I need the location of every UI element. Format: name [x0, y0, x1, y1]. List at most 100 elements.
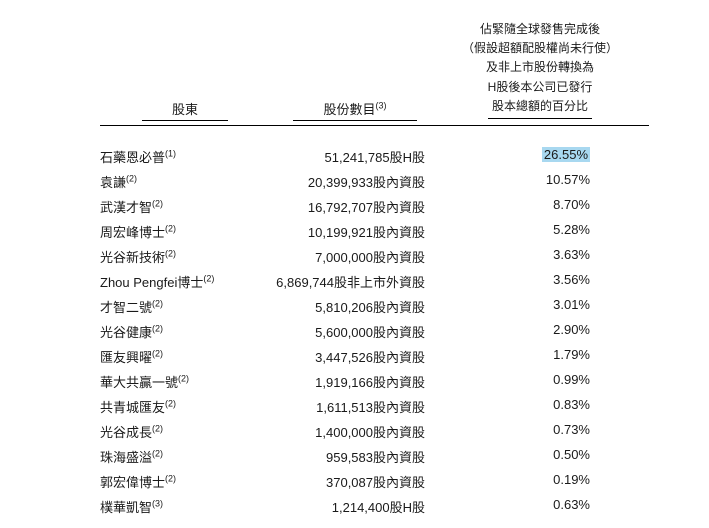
- table-header-row: 股東 股份數目(3) 佔緊隨全球發售完成後 （假設超額配股權尚未行使） 及非上市…: [100, 20, 649, 126]
- shareholder-note: (2): [165, 474, 176, 484]
- cell-percentage: 0.73%: [440, 422, 640, 441]
- header-pct-line5: 股本總額的百分比: [488, 97, 592, 119]
- table-row: 匯友興曜(2)3,447,526股內資股1.79%: [100, 344, 649, 369]
- table-row: 才智二號(2)5,810,206股內資股3.01%: [100, 294, 649, 319]
- cell-shareholder: 才智二號(2): [100, 297, 270, 316]
- cell-shares: 959,583股內資股: [270, 447, 440, 466]
- shareholder-note: (2): [126, 174, 137, 184]
- table-row: 華大共贏一號(2)1,919,166股內資股0.99%: [100, 369, 649, 394]
- shareholder-name: 周宏峰博士: [100, 225, 165, 240]
- cell-shares: 5,600,000股內資股: [270, 322, 440, 341]
- header-pct-line2: （假設超額配股權尚未行使）: [440, 39, 640, 58]
- cell-shares: 6,869,744股非上市外資股: [270, 272, 440, 291]
- shareholder-note: (2): [165, 249, 176, 259]
- cell-shares: 10,199,921股內資股: [270, 222, 440, 241]
- cell-shareholder: 珠海盛溢(2): [100, 447, 270, 466]
- cell-shareholder: 光谷成長(2): [100, 422, 270, 441]
- shareholder-note: (3): [152, 499, 163, 509]
- cell-shares: 370,087股內資股: [270, 472, 440, 491]
- table-row: 郭宏偉博士(2)370,087股內資股0.19%: [100, 469, 649, 494]
- shareholder-name: 郭宏偉博士: [100, 475, 165, 490]
- cell-percentage: 10.57%: [440, 172, 640, 191]
- header-pct-line4: H股後本公司已發行: [440, 78, 640, 97]
- highlighted-value: 26.55%: [542, 147, 590, 162]
- header-shareholder-label: 股東: [142, 99, 228, 121]
- cell-shareholder: 周宏峰博士(2): [100, 222, 270, 241]
- table-row: 武漢才智(2)16,792,707股內資股8.70%: [100, 194, 649, 219]
- cell-shares: 16,792,707股內資股: [270, 197, 440, 216]
- cell-shareholder: 華大共贏一號(2): [100, 372, 270, 391]
- table-row: 石藥恩必普(1)51,241,785股H股26.55%: [100, 144, 649, 169]
- shareholder-name: 共青城匯友: [100, 400, 165, 415]
- shareholder-name: 石藥恩必普: [100, 150, 165, 165]
- table-body: 石藥恩必普(1)51,241,785股H股26.55%袁謙(2)20,399,9…: [100, 144, 649, 519]
- shareholder-note: (2): [152, 424, 163, 434]
- shareholding-table: 股東 股份數目(3) 佔緊隨全球發售完成後 （假設超額配股權尚未行使） 及非上市…: [100, 20, 649, 519]
- table-row: 袁謙(2)20,399,933股內資股10.57%: [100, 169, 649, 194]
- header-pct-line3: 及非上市股份轉換為: [440, 58, 640, 77]
- cell-percentage: 1.79%: [440, 347, 640, 366]
- shareholder-name: 匯友興曜: [100, 350, 152, 365]
- shareholder-note: (1): [165, 149, 176, 159]
- header-shares-col: 股份數目(3): [270, 99, 440, 121]
- cell-shares: 1,919,166股內資股: [270, 372, 440, 391]
- table-row: 周宏峰博士(2)10,199,921股內資股5.28%: [100, 219, 649, 244]
- cell-percentage: 26.55%: [440, 147, 640, 166]
- shareholder-note: (2): [152, 299, 163, 309]
- header-shares-label: 股份數目: [323, 102, 375, 117]
- table-row: 珠海盛溢(2)959,583股內資股0.50%: [100, 444, 649, 469]
- cell-shares: 1,214,400股H股: [270, 497, 440, 516]
- cell-shares: 20,399,933股內資股: [270, 172, 440, 191]
- cell-shareholder: 匯友興曜(2): [100, 347, 270, 366]
- shareholder-name: 珠海盛溢: [100, 450, 152, 465]
- cell-shares: 1,400,000股內資股: [270, 422, 440, 441]
- header-percentage-col: 佔緊隨全球發售完成後 （假設超額配股權尚未行使） 及非上市股份轉換為 H股後本公…: [440, 20, 640, 121]
- header-shareholder-col: 股東: [100, 99, 270, 121]
- cell-shareholder: 郭宏偉博士(2): [100, 472, 270, 491]
- table-row: 樸華凱智(3)1,214,400股H股0.63%: [100, 494, 649, 519]
- cell-shareholder: 武漢才智(2): [100, 197, 270, 216]
- header-shares-wrapper: 股份數目(3): [293, 99, 416, 121]
- cell-shares: 1,611,513股內資股: [270, 397, 440, 416]
- shareholder-name: Zhou Pengfei博士: [100, 275, 203, 290]
- header-shares-note: (3): [376, 101, 387, 111]
- cell-percentage: 0.83%: [440, 397, 640, 416]
- cell-percentage: 3.63%: [440, 247, 640, 266]
- shareholder-name: 武漢才智: [100, 200, 152, 215]
- shareholder-name: 光谷健康: [100, 325, 152, 340]
- shareholder-note: (2): [165, 399, 176, 409]
- shareholder-name: 樸華凱智: [100, 500, 152, 515]
- shareholder-name: 才智二號: [100, 300, 152, 315]
- cell-shareholder: 袁謙(2): [100, 172, 270, 191]
- cell-shareholder: 樸華凱智(3): [100, 497, 270, 516]
- shareholder-note: (2): [165, 224, 176, 234]
- cell-percentage: 3.01%: [440, 297, 640, 316]
- cell-percentage: 2.90%: [440, 322, 640, 341]
- cell-shareholder: 光谷健康(2): [100, 322, 270, 341]
- shareholder-name: 光谷新技術: [100, 250, 165, 265]
- cell-shares: 5,810,206股內資股: [270, 297, 440, 316]
- cell-percentage: 5.28%: [440, 222, 640, 241]
- cell-shares: 51,241,785股H股: [270, 147, 440, 166]
- cell-shares: 7,000,000股內資股: [270, 247, 440, 266]
- cell-percentage: 0.63%: [440, 497, 640, 516]
- cell-shareholder: 石藥恩必普(1): [100, 147, 270, 166]
- shareholder-note: (2): [152, 324, 163, 334]
- table-row: Zhou Pengfei博士(2)6,869,744股非上市外資股3.56%: [100, 269, 649, 294]
- cell-percentage: 8.70%: [440, 197, 640, 216]
- table-row: 光谷健康(2)5,600,000股內資股2.90%: [100, 319, 649, 344]
- header-pct-line1: 佔緊隨全球發售完成後: [440, 20, 640, 39]
- shareholder-note: (2): [203, 274, 214, 284]
- cell-shareholder: Zhou Pengfei博士(2): [100, 272, 270, 291]
- cell-percentage: 0.50%: [440, 447, 640, 466]
- shareholder-name: 光谷成長: [100, 425, 152, 440]
- shareholder-note: (2): [178, 374, 189, 384]
- shareholder-note: (2): [152, 449, 163, 459]
- cell-shares: 3,447,526股內資股: [270, 347, 440, 366]
- cell-percentage: 0.19%: [440, 472, 640, 491]
- cell-percentage: 0.99%: [440, 372, 640, 391]
- shareholder-name: 華大共贏一號: [100, 375, 178, 390]
- shareholder-name: 袁謙: [100, 175, 126, 190]
- table-row: 光谷新技術(2) 7,000,000股內資股3.63%: [100, 244, 649, 269]
- cell-percentage: 3.56%: [440, 272, 640, 291]
